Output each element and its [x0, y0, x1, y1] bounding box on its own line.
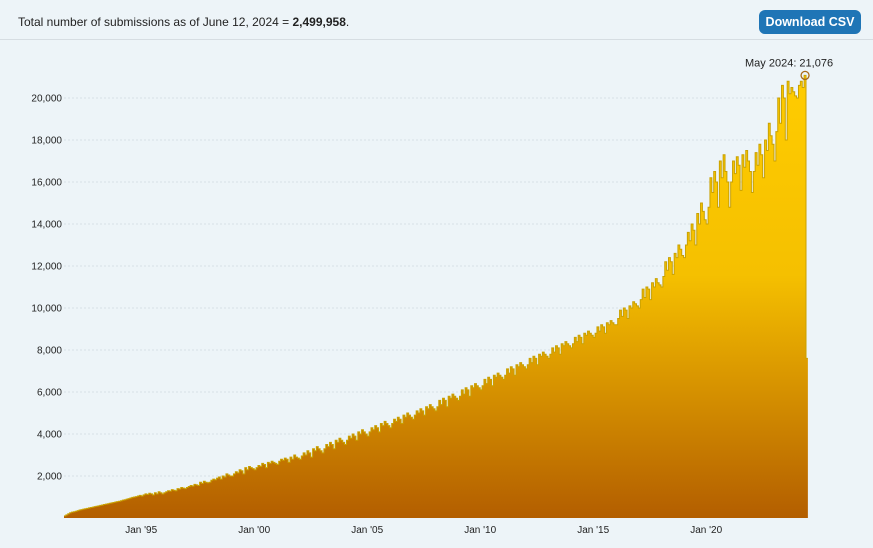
total-value: 2,499,958: [292, 15, 346, 29]
y-tick-label: 14,000: [31, 220, 62, 231]
y-tick-label: 4,000: [37, 430, 62, 441]
summary-header: Total number of submissions as of June 1…: [0, 0, 873, 40]
y-tick-label: 2,000: [37, 472, 62, 483]
peak-annotation: May 2024: 21,076: [745, 57, 833, 69]
x-axis-labels: Jan '95 Jan '00 Jan '05 Jan '10 Jan '15 Jan '…: [125, 525, 722, 536]
y-tick-label: 12,000: [31, 262, 62, 273]
y-tick-label: 6,000: [37, 388, 62, 399]
x-tick-label: Jan '10: [464, 525, 496, 536]
download-csv-button[interactable]: Download CSV: [759, 10, 861, 34]
y-axis-labels: 2,000 4,000 6,000 8,000 10,000 12,000 14,000 16…: [31, 94, 62, 483]
peak-marker[interactable]: [800, 70, 810, 81]
total-prefix: Total number of submissions as of June 1…: [18, 15, 293, 29]
x-tick-label: Jan '15: [577, 525, 609, 536]
y-tick-label: 10,000: [31, 304, 62, 315]
y-tick-label: 8,000: [37, 346, 62, 357]
x-tick-label: Jan '20: [690, 525, 722, 536]
x-tick-label: Jan '05: [351, 525, 383, 536]
y-tick-label: 16,000: [31, 178, 62, 189]
submissions-area: [64, 75, 808, 519]
submissions-outline: [64, 74, 808, 517]
x-tick-label: Jan '95: [125, 525, 157, 536]
y-tick-label: 18,000: [31, 136, 62, 147]
total-suffix: .: [345, 15, 350, 29]
total-submissions-text: Total number of submissions as of June 1…: [18, 15, 349, 29]
y-tick-label: 20,000: [31, 94, 62, 105]
x-tick-label: Jan '00: [238, 525, 270, 536]
